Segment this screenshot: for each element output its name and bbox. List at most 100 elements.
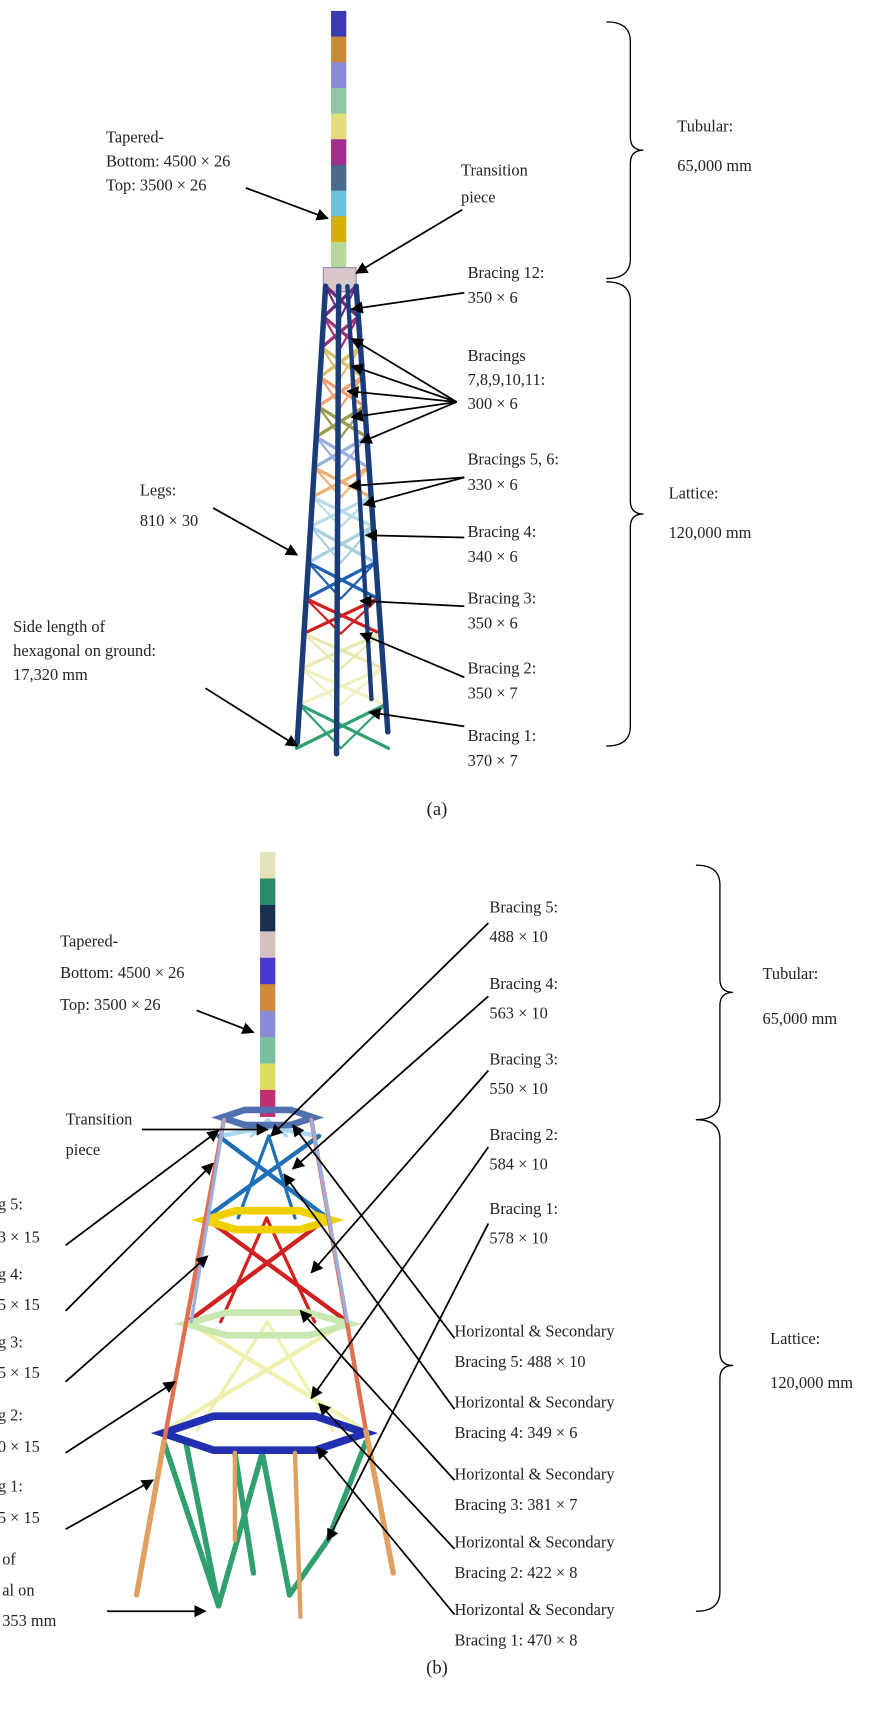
drawing bbox=[66, 11, 733, 1617]
label-line: 340 × 6 bbox=[468, 547, 518, 566]
label-line: 120,000 mm bbox=[770, 1373, 853, 1392]
arrow bbox=[366, 535, 464, 537]
label-line: hexagonal on ground: bbox=[13, 641, 156, 660]
label-line: 350 × 6 bbox=[468, 614, 518, 633]
label-line: Lattice: bbox=[770, 1329, 820, 1348]
label-line: 65,000 mm bbox=[677, 156, 752, 175]
tube-segment bbox=[331, 62, 346, 88]
tube-segment bbox=[331, 11, 346, 37]
label-line: 120,000 mm bbox=[669, 523, 752, 542]
label-line: g 3: bbox=[0, 1332, 23, 1351]
tube-segment bbox=[260, 905, 275, 932]
member bbox=[262, 1453, 289, 1595]
label-line: piece bbox=[66, 1140, 101, 1159]
arrow bbox=[369, 712, 464, 726]
label-line: Legs: bbox=[140, 480, 176, 499]
label-line: 550 × 10 bbox=[489, 1079, 547, 1098]
label-line: al on bbox=[2, 1580, 34, 1599]
label-line: Side length of bbox=[13, 617, 105, 636]
brace bbox=[696, 865, 733, 1120]
arrow bbox=[213, 508, 297, 555]
arrow bbox=[205, 688, 297, 746]
label-line: Top: 3500 × 26 bbox=[106, 176, 206, 195]
label-line: Bracing 1: bbox=[468, 726, 537, 745]
label-line: 17,320 mm bbox=[13, 665, 88, 684]
label-line: 578 × 10 bbox=[489, 1229, 547, 1248]
label-line: Transition bbox=[66, 1110, 133, 1129]
label-line: 5 × 15 bbox=[0, 1363, 40, 1382]
label-line: 370 × 7 bbox=[468, 751, 518, 770]
label-line: Bracings 5, 6: bbox=[468, 450, 559, 469]
label-line: g 5: bbox=[0, 1195, 23, 1214]
label-line: 330 × 6 bbox=[468, 475, 518, 494]
arrow bbox=[66, 1480, 153, 1529]
member bbox=[337, 286, 339, 754]
tube-segment bbox=[331, 191, 346, 217]
label-line: 5 × 15 bbox=[0, 1508, 40, 1527]
arrow bbox=[197, 1010, 254, 1032]
label-line: 65,000 mm bbox=[763, 1009, 838, 1028]
label-line: Horizontal & Secondary bbox=[454, 1392, 615, 1411]
brace bbox=[606, 282, 643, 746]
arrow bbox=[317, 1447, 455, 1614]
member bbox=[137, 1442, 164, 1595]
member bbox=[295, 1453, 300, 1617]
label-line: 0 × 15 bbox=[0, 1437, 40, 1456]
tube-segment bbox=[260, 1037, 275, 1064]
member bbox=[328, 1442, 366, 1540]
label-line: Bracing 4: bbox=[468, 522, 537, 541]
tube-segment bbox=[331, 165, 346, 191]
arrow bbox=[293, 1125, 455, 1338]
label-line: 3 × 15 bbox=[0, 1227, 40, 1246]
page: Tapered- Bottom: 4500 × 26 Top: 3500 × 26 T… bbox=[0, 0, 874, 1715]
arrow bbox=[311, 1071, 488, 1273]
arrow bbox=[246, 188, 328, 219]
tube-segment bbox=[260, 852, 275, 879]
tube-segment bbox=[331, 37, 346, 63]
label-line: Horizontal & Secondary bbox=[454, 1532, 615, 1551]
member bbox=[290, 1540, 328, 1595]
tube-segment bbox=[260, 984, 275, 1011]
label-line: Tapered- bbox=[60, 931, 118, 950]
label-line: 488 × 10 bbox=[489, 927, 547, 946]
label-line: of bbox=[2, 1550, 16, 1569]
label-line: piece bbox=[461, 188, 496, 207]
labels: Tapered- Bottom: 4500 × 26 Top: 3500 × 26 T… bbox=[0, 117, 853, 1679]
label-line: 353 mm bbox=[2, 1611, 56, 1630]
label-line: Bracing 5: bbox=[489, 898, 558, 917]
label-line: 810 × 30 bbox=[140, 511, 198, 530]
tube-segment bbox=[331, 216, 346, 242]
label-line: Bottom: 4500 × 26 bbox=[60, 963, 184, 982]
label-line: Bracing 12: bbox=[468, 263, 545, 282]
label-line: Bracing 1: 470 × 8 bbox=[454, 1631, 577, 1650]
label-line: Bracing 2: 422 × 8 bbox=[454, 1563, 577, 1582]
label-line: Tubular: bbox=[677, 117, 733, 136]
label-line: 300 × 6 bbox=[468, 394, 518, 413]
label-line: Lattice: bbox=[669, 484, 719, 503]
label-line: Bracing 3: 381 × 7 bbox=[454, 1495, 577, 1514]
arrow bbox=[66, 1382, 175, 1453]
label-line: Bottom: 4500 × 26 bbox=[106, 152, 230, 171]
arrow bbox=[328, 1223, 489, 1540]
label-line: Bracing 2: bbox=[468, 658, 537, 677]
label-line: Top: 3500 × 26 bbox=[60, 995, 160, 1014]
tube-segment bbox=[331, 114, 346, 140]
label-line: 7,8,9,10,11: bbox=[468, 370, 546, 389]
arrow bbox=[361, 402, 457, 442]
label-line: 584 × 10 bbox=[489, 1154, 547, 1173]
label-line: Transition bbox=[461, 160, 528, 179]
label-line: g 1: bbox=[0, 1477, 23, 1496]
member bbox=[205, 1136, 319, 1218]
arrow bbox=[293, 996, 489, 1169]
tube-segment bbox=[331, 139, 346, 165]
tube-segment bbox=[260, 958, 275, 985]
label-line: Bracing 3: bbox=[468, 588, 537, 607]
label-line: Bracing 4: bbox=[489, 974, 558, 993]
caption: (a) bbox=[427, 799, 448, 820]
label-line: g 2: bbox=[0, 1406, 23, 1425]
label-line: Bracings bbox=[468, 346, 526, 365]
label-line: 350 × 6 bbox=[468, 288, 518, 307]
label-line: 5 × 15 bbox=[0, 1295, 40, 1314]
tube-segment bbox=[260, 931, 275, 958]
figure: Tapered- Bottom: 4500 × 26 Top: 3500 × 26 T… bbox=[0, 0, 874, 1715]
